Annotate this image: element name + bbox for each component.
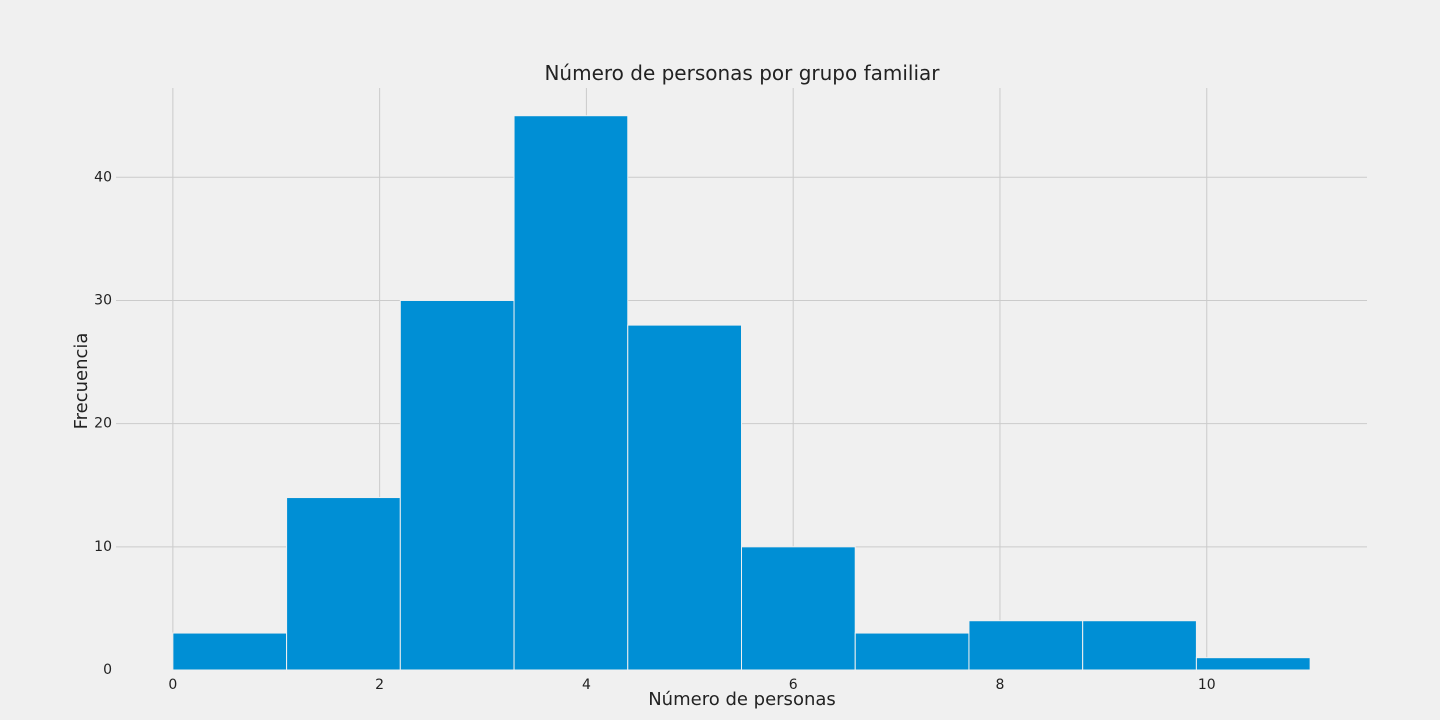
bar-0 <box>172 632 288 671</box>
bar-8 <box>1082 620 1197 671</box>
x-tick-label: 4 <box>582 677 591 693</box>
bars <box>172 115 1311 671</box>
y-tick-label: 20 <box>94 416 112 432</box>
x-tick-label: 10 <box>1198 677 1216 693</box>
y-tick-label: 10 <box>94 539 112 555</box>
bar-7 <box>968 620 1084 671</box>
bar-1 <box>286 497 401 671</box>
x-tick-labels: 0 2 4 6 8 10 <box>168 677 1215 693</box>
x-tick-label: 0 <box>168 677 177 693</box>
bar-2 <box>399 299 515 671</box>
bar-6 <box>854 632 970 671</box>
y-tick-label: 0 <box>103 662 112 678</box>
chart-title: Número de personas por grupo familiar <box>544 61 940 85</box>
y-axis-label: Frecuencia <box>71 333 92 430</box>
x-axis-label: Número de personas <box>648 689 836 710</box>
y-tick-label: 30 <box>94 292 112 308</box>
bar-5 <box>741 546 856 671</box>
bar-3 <box>513 115 629 671</box>
x-tick-label: 2 <box>375 677 384 693</box>
y-tick-label: 40 <box>94 169 112 185</box>
bar-9 <box>1195 657 1311 671</box>
x-tick-label: 8 <box>996 677 1005 693</box>
y-tick-labels: 0 10 20 30 40 <box>94 169 112 678</box>
bar-4 <box>627 324 742 671</box>
x-tick-label: 6 <box>789 677 798 693</box>
